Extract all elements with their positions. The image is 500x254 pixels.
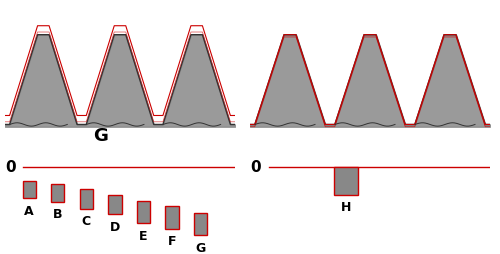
Text: C: C <box>82 214 91 227</box>
Bar <box>166 207 178 229</box>
Text: G: G <box>94 126 108 144</box>
Bar <box>80 189 93 209</box>
Bar <box>108 195 122 214</box>
Bar <box>194 213 207 235</box>
Text: F: F <box>168 234 176 247</box>
Bar <box>137 201 150 223</box>
Text: H: H <box>341 200 351 213</box>
Bar <box>80 189 93 209</box>
Bar <box>334 167 358 195</box>
Bar <box>137 201 150 223</box>
Text: D: D <box>110 220 120 233</box>
Text: G: G <box>196 241 205 253</box>
Bar <box>22 181 36 199</box>
Text: 0: 0 <box>5 160 15 174</box>
Text: 0: 0 <box>250 160 260 174</box>
Text: B: B <box>53 207 62 220</box>
Bar <box>51 184 64 202</box>
Bar <box>108 195 122 214</box>
Text: E: E <box>139 229 147 242</box>
Text: A: A <box>24 204 34 217</box>
Bar <box>51 184 64 202</box>
Bar <box>334 167 358 195</box>
Bar <box>22 181 36 199</box>
Bar <box>194 213 207 235</box>
Bar <box>166 207 178 229</box>
